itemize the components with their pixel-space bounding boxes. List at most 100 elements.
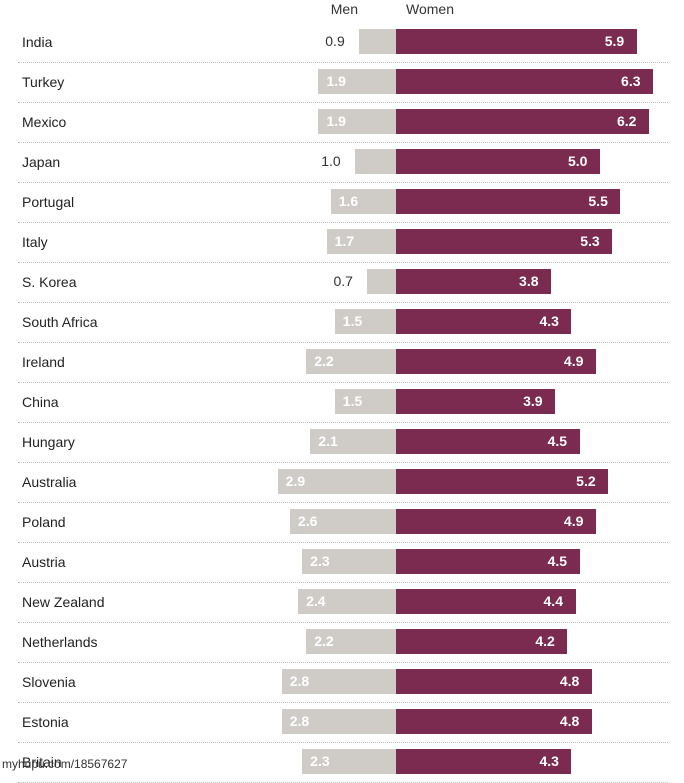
chart-row: Mexico 1.9 6.2 — [18, 102, 668, 143]
bar-women — [396, 709, 592, 734]
bar-men — [330, 189, 396, 214]
bar-men — [306, 629, 396, 654]
bar-men — [326, 229, 396, 254]
legend-women: Women — [406, 1, 454, 17]
bar-women — [396, 509, 596, 534]
value-label-women: 4.3 — [539, 313, 559, 329]
bar-men — [310, 429, 396, 454]
bar-men — [302, 549, 396, 574]
bar-women — [396, 189, 621, 214]
value-label-women: 6.3 — [621, 73, 641, 89]
value-label-men: 2.2 — [314, 353, 334, 369]
watermark-text: myhupu.com/18567627 — [2, 757, 128, 771]
bar-men — [355, 149, 396, 174]
value-label-men: 1.5 — [342, 313, 363, 329]
value-label-women: 4.8 — [559, 713, 580, 729]
chart-row: Ireland 2.2 4.9 — [18, 342, 668, 383]
bar-women — [396, 69, 654, 94]
category-label: Poland — [22, 514, 66, 530]
value-label-men: 0.9 — [325, 33, 345, 49]
category-label: Netherlands — [22, 634, 98, 650]
bar-men — [302, 749, 396, 774]
bar-men — [298, 589, 396, 614]
bar-women — [396, 389, 556, 414]
bar-women — [396, 29, 637, 54]
category-label: Italy — [22, 234, 48, 250]
chart-row: Australia 2.9 5.2 — [18, 462, 668, 503]
value-label-women: 4.9 — [563, 353, 584, 369]
category-label: Ireland — [22, 354, 65, 370]
chart-row: China 1.5 3.9 — [18, 382, 668, 423]
bar-women — [396, 109, 649, 134]
value-label-men: 1.7 — [334, 233, 355, 249]
value-label-women: 4.3 — [539, 753, 559, 769]
bar-men — [318, 69, 396, 94]
bar-men — [318, 109, 396, 134]
bar-women — [396, 349, 596, 374]
bar-men — [334, 389, 396, 414]
value-label-women: 5.3 — [580, 233, 600, 249]
bar-men — [289, 509, 396, 534]
category-label: Australia — [22, 474, 77, 490]
bar-women — [396, 549, 580, 574]
category-label: Mexico — [22, 114, 67, 130]
bar-women — [396, 149, 600, 174]
value-label-men: 2.1 — [318, 433, 338, 449]
value-label-men: 1.9 — [326, 113, 346, 129]
value-label-men: 2.2 — [314, 633, 334, 649]
value-label-women: 5.2 — [576, 473, 596, 489]
category-label: New Zealand — [22, 594, 105, 610]
value-label-women: 4.5 — [547, 433, 568, 449]
category-label: Turkey — [22, 74, 65, 90]
chart-row: Japan 1.0 5.0 — [18, 142, 668, 183]
value-label-women: 5.0 — [568, 153, 588, 169]
bar-women — [396, 589, 576, 614]
chart-row: Austria 2.3 4.5 — [18, 542, 668, 583]
value-label-women: 3.8 — [519, 273, 539, 289]
value-label-women: 4.5 — [547, 553, 568, 569]
bar-men — [281, 709, 396, 734]
chart-row: India 0.9 5.9 — [18, 22, 668, 63]
bar-women — [396, 429, 580, 454]
bar-men — [281, 669, 396, 694]
value-label-women: 4.9 — [563, 513, 584, 529]
category-label: Britain — [22, 754, 62, 770]
bar-men — [306, 349, 396, 374]
value-label-men: 1.5 — [342, 393, 363, 409]
chart-row: Slovenia 2.8 4.8 — [18, 662, 668, 703]
value-label-men: 2.8 — [289, 713, 310, 729]
value-label-men: 2.4 — [306, 593, 326, 609]
value-label-women: 4.2 — [535, 633, 555, 649]
chart-row: South Africa 1.5 4.3 — [18, 302, 668, 343]
value-label-men: 0.7 — [333, 273, 353, 289]
value-label-men: 2.3 — [310, 553, 330, 569]
value-label-men: 2.8 — [289, 673, 310, 689]
chart-row: Poland 2.6 4.9 — [18, 502, 668, 543]
category-label: S. Korea — [22, 274, 77, 290]
chart-row: Estonia 2.8 4.8 — [18, 702, 668, 743]
category-label: Portugal — [22, 194, 75, 210]
value-label-men: 1.6 — [338, 193, 359, 209]
chart-row: Britain 2.3 4.3 — [18, 742, 668, 783]
bar-women — [396, 269, 552, 294]
chart-row: Portugal 1.6 5.5 — [18, 182, 668, 223]
category-label: Austria — [22, 554, 66, 570]
bar-men — [359, 29, 396, 54]
category-label: Slovenia — [22, 674, 76, 690]
value-label-women: 4.4 — [543, 593, 563, 609]
category-label: Japan — [22, 154, 61, 170]
value-label-men: 1.0 — [321, 153, 341, 169]
category-label: China — [22, 394, 59, 410]
bar-women — [396, 749, 572, 774]
legend-men: Men — [330, 1, 358, 17]
bar-women — [396, 669, 592, 694]
bar-women — [396, 629, 568, 654]
value-label-men: 2.9 — [285, 473, 306, 489]
value-label-women: 5.5 — [588, 193, 608, 209]
chart-row: Italy 1.7 5.3 — [18, 222, 668, 263]
value-label-men: 2.3 — [310, 753, 330, 769]
chart-row: Netherlands 2.2 4.2 — [18, 622, 668, 663]
value-label-men: 2.6 — [297, 513, 318, 529]
category-label: India — [22, 34, 53, 50]
